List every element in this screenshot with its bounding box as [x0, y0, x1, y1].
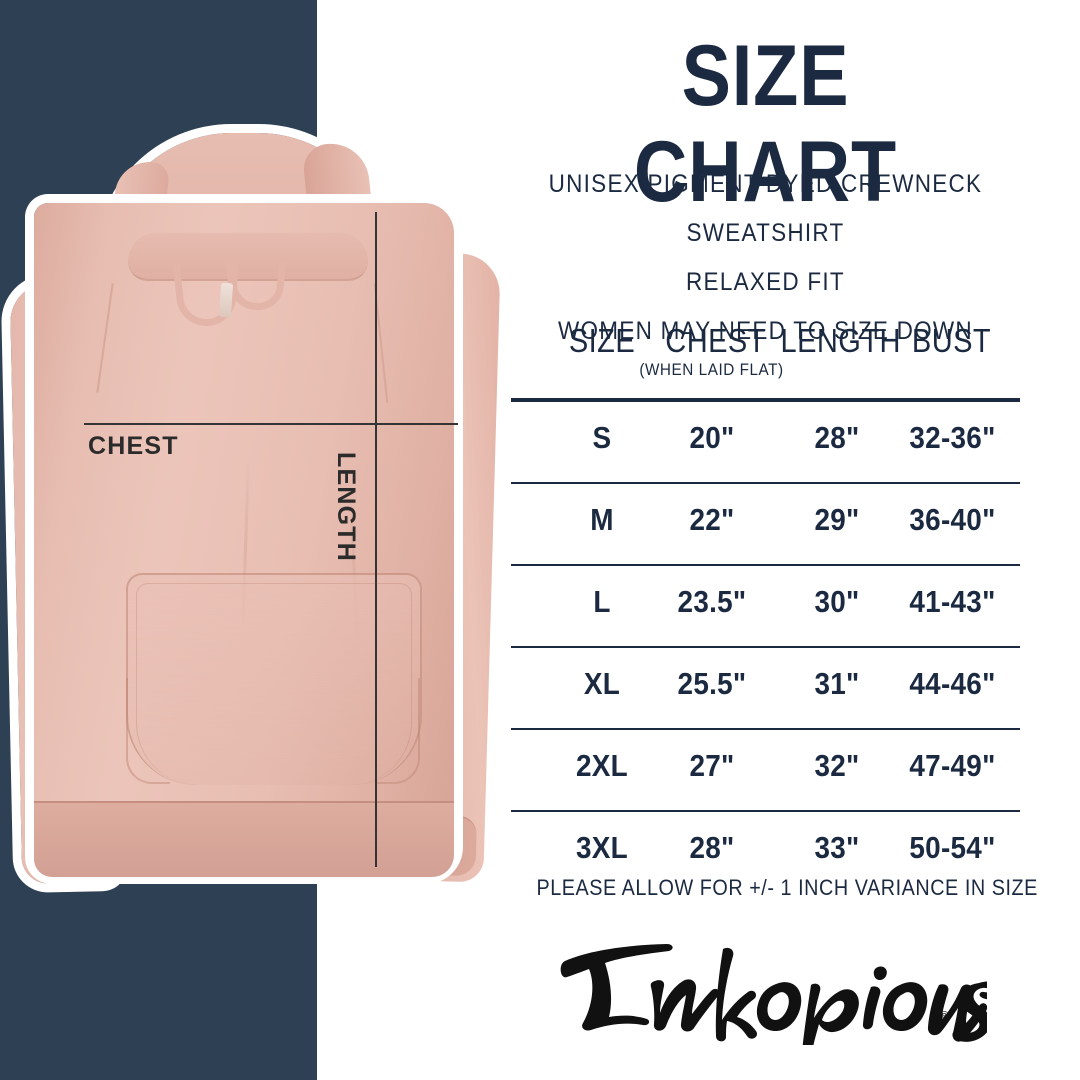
cell-bust: 32-36"	[909, 420, 996, 455]
cell-size: 3XL	[575, 830, 628, 865]
cell-size: L	[593, 584, 611, 619]
drawstring-aglet	[218, 282, 234, 318]
variance-note: PLEASE ALLOW FOR +/- 1 INCH VARIANCE IN …	[536, 875, 1038, 900]
length-measure-line	[375, 212, 377, 867]
cell-length: 31"	[814, 666, 860, 701]
table-body: S 20" 28" 32-36" M 22" 29" 36-40" L 23.5…	[511, 402, 1020, 892]
subtitle-fit: RELAXED FIT	[686, 268, 845, 296]
pocket-opening-left	[126, 678, 170, 784]
kangaroo-pocket	[126, 573, 422, 785]
cell-chest: 25.5"	[677, 666, 747, 701]
table-header-row: SIZE CHEST LENGTH BUST (WHEN LAID FLAT)	[511, 322, 1020, 398]
pocket-stitching	[136, 583, 412, 785]
cell-chest: 23.5"	[677, 584, 747, 619]
column-header-size: SIZE	[568, 322, 636, 359]
cell-size: 2XL	[575, 748, 628, 783]
chart-content: SIZE CHART UNISEX PIGMENT DYED CREWNECK …	[511, 0, 1038, 1080]
registered-trademark-mark: ®	[939, 1008, 949, 1023]
cell-chest: 27"	[689, 748, 735, 783]
cell-chest: 22"	[689, 502, 735, 537]
chest-measure-line	[84, 423, 458, 425]
column-header-note: (WHEN LAID FLAT)	[639, 360, 784, 379]
product-photo-panel: CHEST LENGTH	[0, 0, 520, 1080]
cell-bust: 41-43"	[909, 584, 996, 619]
brand-logo: ®	[547, 925, 987, 1045]
neck-band	[128, 233, 368, 281]
table-row: M 22" 29" 36-40"	[511, 482, 1020, 564]
cell-chest: 28"	[689, 830, 735, 865]
cell-size: S	[592, 420, 612, 455]
cell-bust: 44-46"	[909, 666, 996, 701]
cell-bust: 50-54"	[909, 830, 996, 865]
column-header-bust: BUST	[911, 322, 992, 359]
sweatshirt-photo	[8, 133, 508, 884]
table-row: L 23.5" 30" 41-43"	[511, 564, 1020, 646]
subtitle-group: UNISEX PIGMENT DYED CREWNECK SWEATSHIRT …	[511, 160, 1020, 356]
chest-measure-label: CHEST	[88, 432, 179, 460]
table-row: 3XL 28" 33" 50-54"	[511, 810, 1020, 892]
subtitle-advice: WOMEN MAY NEED TO SIZE DOWN	[558, 317, 973, 345]
table-row: S 20" 28" 32-36"	[511, 402, 1020, 482]
table-row: 2XL 27" 32" 47-49"	[511, 728, 1020, 810]
cell-bust: 36-40"	[909, 502, 996, 537]
pocket-opening-right	[376, 678, 420, 784]
cell-bust: 47-49"	[909, 748, 996, 783]
cell-length: 28"	[814, 420, 860, 455]
column-header-chest: CHEST	[665, 322, 766, 359]
cell-size: M	[590, 502, 614, 537]
table-top-rule	[511, 398, 1020, 402]
hem-band	[34, 801, 454, 877]
length-measure-label: LENGTH	[332, 452, 360, 562]
cell-size: XL	[583, 666, 621, 701]
cell-length: 30"	[814, 584, 860, 619]
size-table: SIZE CHEST LENGTH BUST (WHEN LAID FLAT) …	[511, 322, 1020, 865]
page-title: SIZE CHART	[633, 28, 898, 220]
column-header-length: LENGTH	[780, 322, 901, 359]
table-row: XL 25.5" 31" 44-46"	[511, 646, 1020, 728]
cell-length: 32"	[814, 748, 860, 783]
cell-chest: 20"	[689, 420, 735, 455]
cell-length: 29"	[814, 502, 860, 537]
cell-length: 33"	[814, 830, 860, 865]
subtitle-product: UNISEX PIGMENT DYED CREWNECK SWEATSHIRT	[548, 170, 983, 247]
